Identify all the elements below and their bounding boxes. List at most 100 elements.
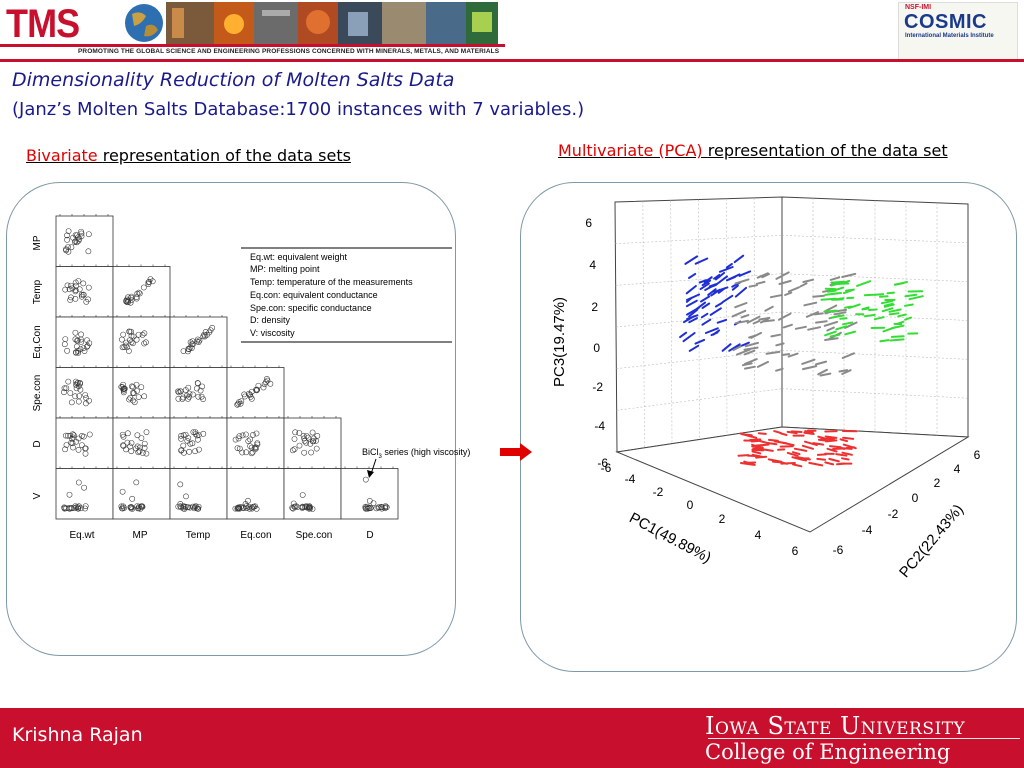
pca-mark [694,338,706,345]
row-label-specon: Spe.con [32,375,43,412]
scatter-cell [169,315,228,368]
scatter-cell [112,466,171,520]
pca-mark [856,280,872,287]
row-label-mp: MP [32,235,43,250]
pca-mark [817,368,828,376]
pca-mark [741,362,753,367]
pca-mark [773,430,782,434]
pca-mark [734,319,749,325]
pca-mark [751,445,762,449]
z-tick-neg4: -4 [594,419,605,433]
scatter-cell [55,365,114,419]
pca-mark [751,448,765,452]
pca-mark [844,330,857,336]
bivariate-panel [6,182,456,656]
pca-mark [793,447,808,452]
pca-mark [704,327,719,334]
pca-mark [842,288,855,295]
pca-mark [736,348,751,356]
y-tick-4: 4 [954,462,961,476]
pca-mark [688,308,699,318]
presenter-name: Krishna Rajan [12,724,143,746]
pca-mark [685,285,697,295]
tms-logo: TMS [6,2,80,46]
pca-mark [808,461,824,467]
x-axis-label: PC1(49.89%) [626,509,713,566]
pca-mark [831,297,845,301]
pca-mark [879,339,890,343]
pca-mark [685,299,698,308]
pca-gridlines [615,197,969,448]
scatter-matrix: MP Temp Eq.Con Spe.con D V Eq.wt MP Temp… [32,214,470,541]
cosmic-name: COSMIC [904,11,987,33]
pca-mark [787,286,800,293]
y-tick-neg2: -2 [888,507,899,521]
cosmic-subtitle: International Materials Institute [905,33,994,39]
z-tick-neg6: -6 [597,456,608,470]
pca-mark [842,321,854,326]
pca-mark [769,294,782,299]
pca-mark [755,280,766,285]
pca-mark [883,302,894,307]
pca-mark [824,309,839,313]
x-tick-neg6: -6 [601,461,612,475]
pca-mark [803,301,818,307]
scatter-cell [112,365,171,419]
slide-subtitle: (Janz’s Molten Salts Database:1700 insta… [12,99,585,120]
pca-mark [824,330,837,337]
col-label-mp: MP [133,530,148,541]
pca-mark [802,278,815,283]
pca-mark [771,460,781,464]
pca-mark [883,303,895,308]
bicl3-annotation-text: BiCl3 series (high viscosity) [362,447,470,460]
pca-mark [751,453,764,458]
pca-mark [731,309,747,318]
z-tick-0: 0 [593,341,600,355]
pca-mark [701,318,712,326]
pca-mark [804,430,814,434]
pca-mark [760,448,774,452]
pca-mark [904,293,918,298]
pca-mark [786,451,799,457]
pca-mark [780,462,796,465]
scatter-cell [169,466,228,520]
scatter-cell [169,365,228,419]
college-name: College of Engineering [705,740,951,764]
pca-mark [841,352,855,359]
col-label-specon: Spe.con [296,530,333,541]
pca-mark [755,443,770,447]
row-label-d: D [32,440,43,447]
pca-mark [829,445,842,449]
pca-mark [737,454,750,457]
pca-mark [757,432,767,435]
legend-eqcon: Eq.con: equivalent conductance [250,290,378,300]
y-axis-ticks: -6 -4 -2 0 2 4 6 [833,448,981,557]
pca-mark [688,272,697,279]
scatter-cell [112,416,171,469]
col-label-temp: Temp [186,530,211,541]
pca-mark [698,279,708,284]
scatter-cell [55,416,114,469]
x-tick-4: 4 [755,528,762,542]
bivariate-heading-highlight: Bivariate [26,146,103,165]
pca-mark [894,281,908,286]
multivariate-panel [520,182,1017,672]
pca-mark [792,463,803,468]
pca-mark [686,293,701,301]
green-cluster [820,279,924,343]
pca-mark [826,447,838,453]
legend-temp: Temp: temperature of the measurements [250,277,413,287]
pca-mark [886,291,895,295]
pca-mark [814,360,828,366]
pca-mark [787,352,799,358]
pca-mark [694,257,709,265]
col-label-eqwt: Eq.wt [69,530,94,541]
pca-mark [824,435,838,439]
pca-mark [794,325,807,330]
worker-photo [426,2,466,44]
pca-mark [908,295,924,301]
scatter-cell [283,416,342,469]
pca-mark [725,263,733,269]
multivariate-heading: Multivariate (PCA) representation of the… [558,141,948,160]
header-photo-strip [125,2,498,44]
